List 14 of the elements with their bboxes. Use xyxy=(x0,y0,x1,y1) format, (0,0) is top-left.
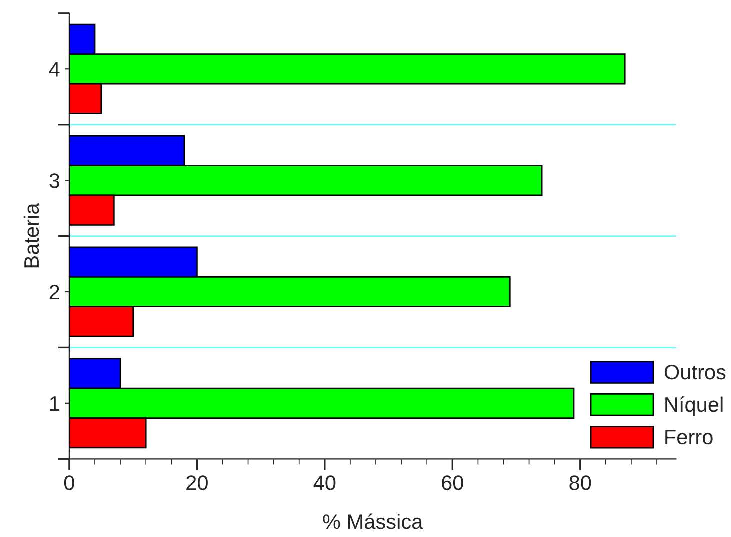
x-tick-label: 0 xyxy=(64,476,74,490)
y-tick-label: 3 xyxy=(50,174,60,188)
x-tick-label: 80 xyxy=(570,476,592,490)
y-tick-label: 4 xyxy=(49,62,60,77)
legend-label: Ferro xyxy=(666,430,713,445)
y-tick-label: 2 xyxy=(50,284,60,300)
x-tick-label: 60 xyxy=(442,476,464,490)
legend-label: Níquel xyxy=(666,396,723,416)
x-tick-label: 20 xyxy=(186,476,208,490)
x-tick-label: 40 xyxy=(314,476,336,490)
legend-label: Outros xyxy=(664,364,726,380)
y-tick-label: 1 xyxy=(50,396,60,411)
x-axis-title: % Mássica xyxy=(323,514,424,530)
y-axis-title: Bateria xyxy=(24,203,40,268)
